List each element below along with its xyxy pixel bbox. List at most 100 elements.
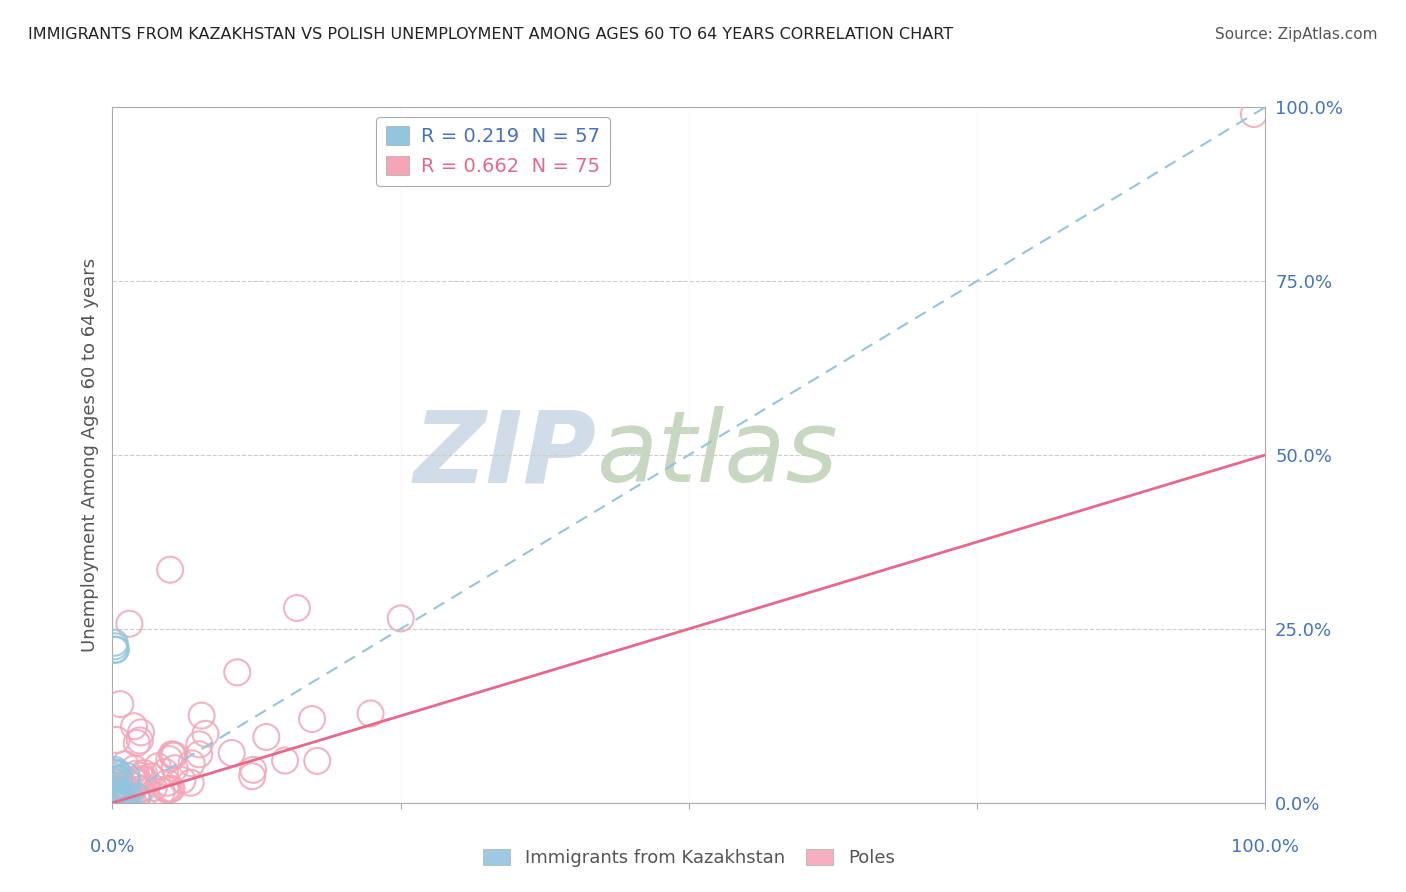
Point: [146, 759, 169, 773]
Point: [115, 769, 138, 783]
Point: [103, 780, 125, 795]
Point: [104, 796, 127, 810]
Point: [285, 601, 308, 615]
Point: [108, 786, 131, 800]
Point: [107, 790, 129, 805]
Point: [105, 779, 128, 793]
Point: [104, 783, 127, 797]
Point: [131, 772, 153, 786]
Point: [110, 776, 132, 790]
Point: [307, 754, 329, 768]
Point: [125, 774, 148, 789]
Point: [1243, 107, 1265, 121]
Point: [240, 769, 263, 783]
Point: [125, 789, 148, 803]
Text: 100.0%: 100.0%: [1232, 838, 1299, 856]
Point: [122, 719, 145, 733]
Point: [105, 733, 128, 747]
Point: [389, 611, 412, 625]
Point: [105, 796, 128, 810]
Point: [107, 785, 129, 799]
Point: [104, 792, 127, 806]
Point: [105, 792, 128, 806]
Point: [103, 786, 125, 800]
Point: [124, 762, 146, 776]
Point: [242, 763, 264, 777]
Point: [115, 790, 138, 805]
Point: [101, 785, 124, 799]
Text: ZIP: ZIP: [413, 407, 596, 503]
Point: [108, 786, 131, 800]
Point: [155, 782, 177, 797]
Point: [104, 789, 127, 804]
Point: [118, 616, 141, 631]
Point: [124, 774, 146, 789]
Point: [108, 791, 131, 805]
Point: [108, 772, 131, 787]
Point: [159, 563, 181, 577]
Point: [131, 769, 153, 783]
Point: [104, 772, 127, 786]
Point: [125, 736, 148, 750]
Point: [131, 781, 153, 796]
Point: [128, 733, 150, 747]
Point: [157, 752, 180, 766]
Point: [107, 779, 129, 793]
Point: [107, 765, 129, 780]
Point: [104, 636, 127, 650]
Point: [127, 773, 149, 788]
Point: [105, 789, 128, 803]
Point: [150, 785, 173, 799]
Text: Source: ZipAtlas.com: Source: ZipAtlas.com: [1215, 27, 1378, 42]
Point: [101, 792, 124, 806]
Point: [117, 775, 139, 789]
Point: [114, 780, 136, 794]
Point: [103, 796, 125, 810]
Y-axis label: Unemployment Among Ages 60 to 64 years: Unemployment Among Ages 60 to 64 years: [80, 258, 98, 652]
Point: [194, 727, 217, 741]
Point: [107, 794, 129, 808]
Point: [108, 767, 131, 781]
Point: [112, 781, 135, 796]
Legend: R = 0.219  N = 57, R = 0.662  N = 75: R = 0.219 N = 57, R = 0.662 N = 75: [377, 117, 610, 186]
Point: [104, 791, 127, 805]
Point: [110, 791, 132, 805]
Point: [163, 761, 186, 775]
Point: [132, 772, 155, 787]
Point: [101, 795, 124, 809]
Point: [156, 775, 179, 789]
Point: [274, 754, 297, 768]
Point: [104, 789, 127, 803]
Point: [101, 789, 124, 804]
Point: [110, 792, 132, 806]
Point: [124, 780, 146, 794]
Point: [101, 790, 124, 805]
Point: [188, 747, 211, 762]
Point: [128, 782, 150, 797]
Point: [129, 725, 152, 739]
Point: [112, 795, 135, 809]
Point: [103, 793, 125, 807]
Point: [104, 642, 127, 657]
Point: [103, 765, 125, 780]
Point: [105, 784, 128, 798]
Point: [103, 785, 125, 799]
Point: [156, 782, 179, 797]
Point: [125, 790, 148, 805]
Point: [132, 766, 155, 780]
Point: [142, 780, 165, 795]
Point: [103, 775, 125, 789]
Point: [101, 788, 124, 802]
Text: 0.0%: 0.0%: [90, 838, 135, 856]
Point: [104, 769, 127, 783]
Point: [110, 697, 132, 711]
Point: [120, 789, 142, 804]
Point: [114, 795, 136, 809]
Point: [117, 782, 139, 797]
Point: [180, 756, 202, 771]
Point: [115, 790, 138, 805]
Point: [107, 790, 129, 805]
Text: atlas: atlas: [596, 407, 838, 503]
Point: [160, 747, 183, 762]
Point: [104, 781, 127, 796]
